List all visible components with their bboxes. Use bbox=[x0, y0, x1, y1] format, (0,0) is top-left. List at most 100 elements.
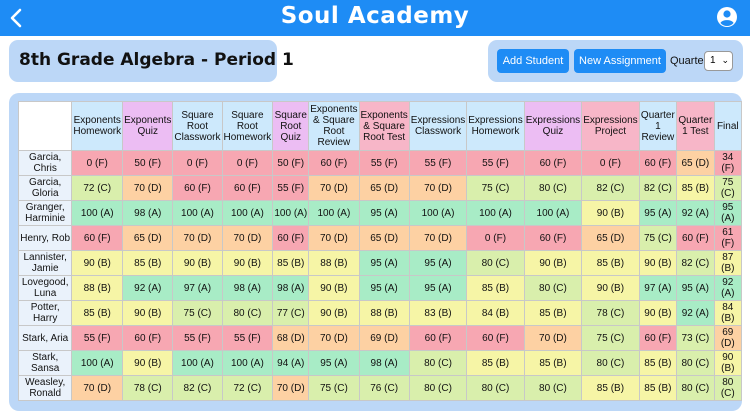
grade-cell[interactable]: 85 (B) bbox=[523, 350, 583, 376]
grade-cell[interactable]: 75 (C) bbox=[172, 300, 223, 326]
grade-cell[interactable]: 70 (D) bbox=[172, 225, 223, 251]
grade-cell[interactable]: 95 (A) bbox=[676, 275, 715, 301]
grade-cell[interactable]: 100 (A) bbox=[221, 350, 274, 376]
grade-cell[interactable]: 82 (C) bbox=[676, 250, 715, 276]
grade-cell[interactable]: 85 (B) bbox=[122, 250, 174, 276]
student-name-cell[interactable]: Henry, Rob bbox=[17, 225, 73, 251]
grade-cell[interactable]: 60 (F) bbox=[221, 175, 274, 201]
grade-cell[interactable]: 80 (C) bbox=[581, 350, 640, 376]
student-name-cell[interactable]: Granger, Harminie bbox=[17, 200, 73, 226]
grade-cell[interactable]: 95 (A) bbox=[713, 200, 743, 226]
column-header[interactable]: Quarter 1 Review bbox=[638, 101, 678, 151]
student-name-cell[interactable]: Stark, Sansa bbox=[17, 350, 73, 376]
grade-cell[interactable]: 80 (C) bbox=[466, 375, 525, 401]
grade-cell[interactable]: 78 (C) bbox=[581, 300, 640, 326]
grade-cell[interactable]: 100 (A) bbox=[71, 350, 124, 376]
back-button[interactable] bbox=[6, 6, 28, 30]
grade-cell[interactable]: 92 (A) bbox=[676, 300, 715, 326]
grade-cell[interactable]: 70 (D) bbox=[408, 225, 468, 251]
grade-cell[interactable]: 90 (B) bbox=[71, 250, 124, 276]
grade-cell[interactable]: 100 (A) bbox=[272, 200, 310, 226]
grade-cell[interactable]: 76 (C) bbox=[358, 375, 410, 401]
grade-cell[interactable]: 90 (B) bbox=[581, 200, 640, 226]
grade-cell[interactable]: 85 (B) bbox=[523, 300, 583, 326]
column-header[interactable]: Square Root Homework bbox=[221, 101, 274, 151]
grade-cell[interactable]: 55 (F) bbox=[358, 150, 410, 176]
grade-cell[interactable]: 100 (A) bbox=[408, 200, 468, 226]
grade-cell[interactable]: 80 (C) bbox=[713, 375, 743, 401]
grade-cell[interactable]: 60 (F) bbox=[523, 225, 583, 251]
grade-cell[interactable]: 100 (A) bbox=[308, 200, 360, 226]
grade-cell[interactable]: 0 (F) bbox=[581, 150, 640, 176]
student-name-cell[interactable]: Lannister, Jamie bbox=[17, 250, 73, 276]
grade-cell[interactable]: 65 (D) bbox=[581, 225, 640, 251]
grade-cell[interactable]: 95 (A) bbox=[358, 200, 410, 226]
grade-cell[interactable]: 82 (C) bbox=[638, 175, 678, 201]
grade-cell[interactable]: 98 (A) bbox=[272, 275, 310, 301]
grade-cell[interactable]: 92 (A) bbox=[713, 275, 743, 301]
grade-cell[interactable]: 55 (F) bbox=[408, 150, 468, 176]
grade-cell[interactable]: 0 (F) bbox=[221, 150, 274, 176]
student-name-cell[interactable]: Garcia, Gloria bbox=[17, 175, 73, 201]
grade-cell[interactable]: 80 (C) bbox=[466, 250, 525, 276]
grade-cell[interactable]: 60 (F) bbox=[466, 325, 525, 351]
grade-cell[interactable]: 80 (C) bbox=[523, 175, 583, 201]
grade-cell[interactable]: 65 (D) bbox=[358, 225, 410, 251]
grade-cell[interactable]: 100 (A) bbox=[466, 200, 525, 226]
grade-cell[interactable]: 80 (C) bbox=[676, 350, 715, 376]
grade-cell[interactable]: 98 (A) bbox=[221, 275, 274, 301]
column-header[interactable]: Quarter 1 Test bbox=[676, 101, 715, 151]
grade-cell[interactable]: 50 (F) bbox=[272, 150, 310, 176]
grade-cell[interactable]: 90 (B) bbox=[122, 300, 174, 326]
grade-cell[interactable]: 73 (C) bbox=[676, 325, 715, 351]
student-name-cell[interactable]: Potter, Harry bbox=[17, 300, 73, 326]
grade-cell[interactable]: 60 (F) bbox=[676, 225, 715, 251]
grade-cell[interactable]: 90 (B) bbox=[581, 275, 640, 301]
grade-cell[interactable]: 88 (B) bbox=[358, 300, 410, 326]
grade-cell[interactable]: 61 (F) bbox=[713, 225, 743, 251]
grade-cell[interactable]: 95 (A) bbox=[308, 350, 360, 376]
grade-cell[interactable]: 65 (D) bbox=[122, 225, 174, 251]
grade-cell[interactable]: 90 (B) bbox=[713, 350, 743, 376]
grade-cell[interactable]: 70 (D) bbox=[308, 325, 360, 351]
grade-cell[interactable]: 85 (B) bbox=[638, 375, 678, 401]
grade-cell[interactable]: 70 (D) bbox=[308, 225, 360, 251]
grade-cell[interactable]: 85 (B) bbox=[272, 250, 310, 276]
grade-cell[interactable]: 60 (F) bbox=[172, 175, 223, 201]
grade-cell[interactable]: 60 (F) bbox=[638, 325, 678, 351]
grade-cell[interactable]: 69 (D) bbox=[713, 325, 743, 351]
grade-cell[interactable]: 50 (F) bbox=[122, 150, 174, 176]
grade-cell[interactable]: 82 (C) bbox=[581, 175, 640, 201]
grade-cell[interactable]: 85 (B) bbox=[581, 250, 640, 276]
grade-cell[interactable]: 70 (D) bbox=[71, 375, 124, 401]
column-header[interactable]: Square Root Classwork bbox=[172, 101, 223, 151]
grade-cell[interactable]: 55 (F) bbox=[221, 325, 274, 351]
grade-cell[interactable]: 90 (B) bbox=[638, 250, 678, 276]
grade-cell[interactable]: 85 (B) bbox=[466, 350, 525, 376]
grade-cell[interactable]: 95 (A) bbox=[408, 250, 468, 276]
grade-cell[interactable]: 70 (D) bbox=[221, 225, 274, 251]
grade-cell[interactable]: 55 (F) bbox=[272, 175, 310, 201]
grade-cell[interactable]: 90 (B) bbox=[308, 300, 360, 326]
column-header[interactable]: Exponents & Square Root Review bbox=[308, 101, 360, 151]
grade-cell[interactable]: 78 (C) bbox=[122, 375, 174, 401]
grade-cell[interactable]: 60 (F) bbox=[122, 325, 174, 351]
grade-cell[interactable]: 90 (B) bbox=[172, 250, 223, 276]
grade-cell[interactable]: 87 (B) bbox=[713, 250, 743, 276]
grade-cell[interactable]: 68 (D) bbox=[272, 325, 310, 351]
column-header[interactable]: Exponents Quiz bbox=[122, 101, 174, 151]
grade-cell[interactable]: 60 (F) bbox=[638, 150, 678, 176]
grade-cell[interactable]: 34 (F) bbox=[713, 150, 743, 176]
grade-cell[interactable]: 60 (F) bbox=[71, 225, 124, 251]
grade-cell[interactable]: 95 (A) bbox=[638, 200, 678, 226]
grade-cell[interactable]: 90 (B) bbox=[122, 350, 174, 376]
grade-cell[interactable]: 83 (B) bbox=[408, 300, 468, 326]
column-header[interactable]: Square Root Quiz bbox=[272, 101, 310, 151]
grade-cell[interactable]: 70 (D) bbox=[272, 375, 310, 401]
grade-cell[interactable]: 90 (B) bbox=[221, 250, 274, 276]
column-header[interactable]: Expressions Classwork bbox=[408, 101, 468, 151]
grade-cell[interactable]: 95 (A) bbox=[358, 275, 410, 301]
grade-cell[interactable]: 95 (A) bbox=[358, 250, 410, 276]
profile-button[interactable] bbox=[716, 6, 738, 28]
grade-cell[interactable]: 100 (A) bbox=[523, 200, 583, 226]
